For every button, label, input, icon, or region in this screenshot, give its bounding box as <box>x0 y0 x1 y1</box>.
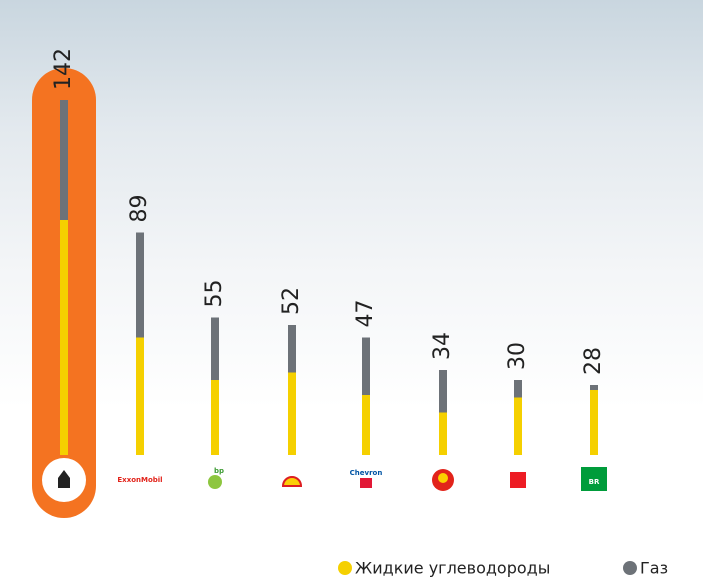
legend-label: Газ <box>640 559 668 578</box>
legend-swatch <box>338 561 352 575</box>
bar-segment <box>60 220 68 455</box>
total-label: 89 <box>127 195 152 223</box>
bar-segment <box>288 372 296 455</box>
bar-segment <box>136 337 144 455</box>
bar-segment <box>514 397 522 455</box>
logo-icon <box>58 470 70 488</box>
bar-segment <box>514 380 522 398</box>
logo-shell <box>281 476 303 487</box>
logo-cnpc-sun <box>438 473 448 483</box>
total-label: 34 <box>430 332 455 360</box>
legend-swatch <box>623 561 637 575</box>
bar-segment <box>211 380 219 455</box>
logo-sun <box>208 475 222 489</box>
total-label: 55 <box>202 280 227 308</box>
bar-segment <box>439 412 447 455</box>
logo-chevron <box>360 478 372 488</box>
bar-segment <box>136 232 144 338</box>
logo-lukoil <box>510 472 526 488</box>
total-label: 142 <box>51 48 76 90</box>
bar-segment <box>590 390 598 455</box>
bar-segment <box>211 317 219 380</box>
bar-segment <box>288 325 296 373</box>
total-label: 47 <box>353 300 378 328</box>
total-label: 30 <box>505 342 530 370</box>
category-label: bp <box>214 467 224 475</box>
logo-bg <box>581 467 607 491</box>
bar-segment <box>439 370 447 413</box>
bar-segment <box>590 385 598 390</box>
category-label: Chevron <box>350 469 383 477</box>
category-label: ExxonMobil <box>117 476 162 484</box>
total-label: 28 <box>581 347 606 375</box>
bar-segment <box>362 337 370 395</box>
bar-segment <box>60 100 68 220</box>
total-label: 52 <box>279 287 304 315</box>
category-label: BR <box>589 478 600 486</box>
bar-segment <box>362 395 370 455</box>
legend-label: Жидкие углеводороды <box>355 559 550 578</box>
